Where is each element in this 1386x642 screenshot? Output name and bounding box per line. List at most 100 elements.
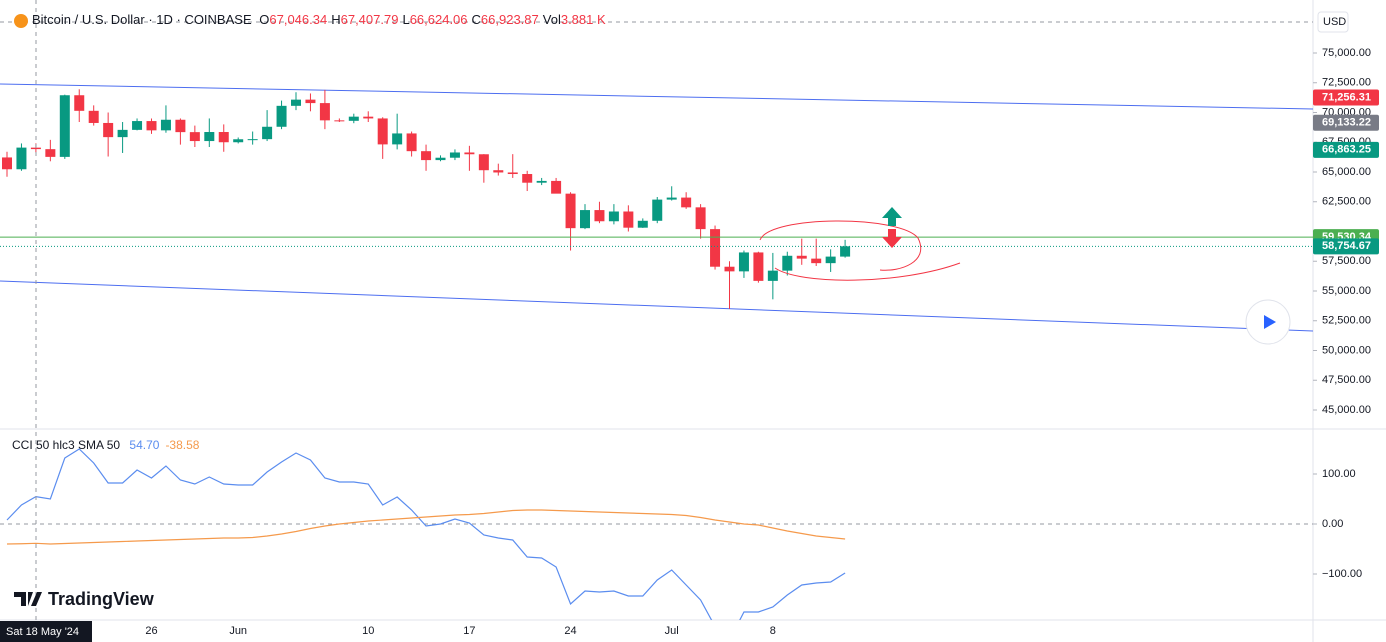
candle-body [319,103,330,121]
x-tick-label: 17 [463,625,475,637]
candle-body [449,152,460,158]
indicator-values: 54.70 -38.58 [129,438,205,452]
price-badge-label: 58,754.67 [1322,240,1371,252]
x-tick-label: 24 [564,625,576,637]
candle-body [45,149,56,157]
candle-body [2,157,12,170]
candle-body [623,211,634,228]
price-pane [0,21,1313,332]
field-value: 66,624.06 [409,12,468,27]
logo: TradingView [14,589,155,609]
trend-line [0,280,1313,332]
y-tick-label: 50,000.00 [1322,344,1371,356]
y-tick-label: 72,500.00 [1322,77,1371,89]
candle-body [594,210,605,222]
crosshair-date: Sat 18 May '24 [6,626,79,638]
candle-body [175,119,186,133]
indicator-line [6,448,846,620]
candle-body [811,258,822,264]
candle-body [117,129,128,138]
candle-body [536,180,547,183]
price-axis: USD 75,000.0072,500.0070,000.0067,500.00… [1313,11,1379,580]
symbol-icon [14,14,28,28]
y-tick-label: −100.00 [1322,568,1362,580]
candle-body [276,105,287,127]
candle-body [218,132,229,143]
candle-body [16,147,27,170]
candle-body [88,110,99,123]
field-key: C [471,12,481,27]
candle-body [738,252,749,272]
x-tick-label: 8 [770,625,776,637]
candle-body [406,133,417,152]
candle-body [565,193,576,229]
candle-body [724,266,735,272]
candle-body [421,151,432,161]
price-badge [1313,141,1379,158]
candle-body [363,116,374,119]
candle-body [59,95,70,157]
candle-body [767,270,778,281]
candle-body [551,180,562,194]
price-badge [1313,89,1379,106]
x-tick-label: 26 [145,625,157,637]
candle-body [710,229,721,267]
ohlc-values: O67,046.34 H67,407.79 L66,624.06 C66,923.87… [255,12,605,27]
candle-body [189,132,200,142]
candle-body [247,139,258,141]
field-value: 3.881 K [560,12,606,27]
symbol-header: Bitcoin / U.S. Dollar · 1D · COINBASE O6… [32,12,606,27]
indicator-value: 54.70 [129,438,160,452]
price-badge-label: 71,256.31 [1322,91,1371,103]
y-tick-label: 55,000.00 [1322,285,1371,297]
time-axis: Sat 18 May '24 26 Jun 10 17 24 Jul 8 [0,621,776,642]
arrow-down [882,229,902,248]
drawings [759,207,1291,345]
candle-body [522,174,533,183]
arrow-up [882,207,902,226]
candle-body [233,139,244,143]
y-tick-label: 45,000.00 [1322,404,1371,416]
indicator-line [6,509,846,545]
field-value: 67,046.34 [269,12,328,27]
candle-body [30,147,41,150]
crosshair-date-box [0,621,92,642]
candle-body [74,95,85,111]
candle-body [840,246,851,257]
candle-body [695,207,706,230]
y-tick-label: 47,500.00 [1322,374,1371,386]
x-tick-label: Jul [665,625,679,637]
candle-body [478,154,489,171]
price-badge-label: 69,133.22 [1322,117,1371,129]
y-tick-label: 57,500.00 [1322,255,1371,267]
candle-body [782,255,793,271]
x-tick-label: Jun [229,625,247,637]
candle-body [666,197,677,200]
candle-body [132,121,143,130]
candle-body [262,126,273,140]
price-badge [1313,238,1379,255]
candle-body [753,252,764,281]
indicator-title: CCI 50 hlc3 SMA 50 [12,438,121,452]
x-tick-label: 10 [362,625,374,637]
ellipse-drawing [759,220,961,281]
currency-box[interactable] [1317,11,1349,33]
play-icon [1264,315,1276,329]
candle-body [103,122,114,138]
field-key: Vol [542,12,561,27]
y-tick-label: 0.00 [1322,518,1343,530]
field-value: 66,923.87 [480,12,539,27]
trend-line [0,83,1313,110]
candle-body [305,99,316,104]
candle-body [796,255,807,259]
candle-body [652,199,663,221]
candle-body [392,133,403,145]
candle-body [377,118,388,145]
candle-body [507,172,518,175]
y-tick-label: 75,000.00 [1322,47,1371,59]
field-value: 67,407.79 [340,12,399,27]
price-badge-label: 66,863.25 [1322,144,1371,156]
